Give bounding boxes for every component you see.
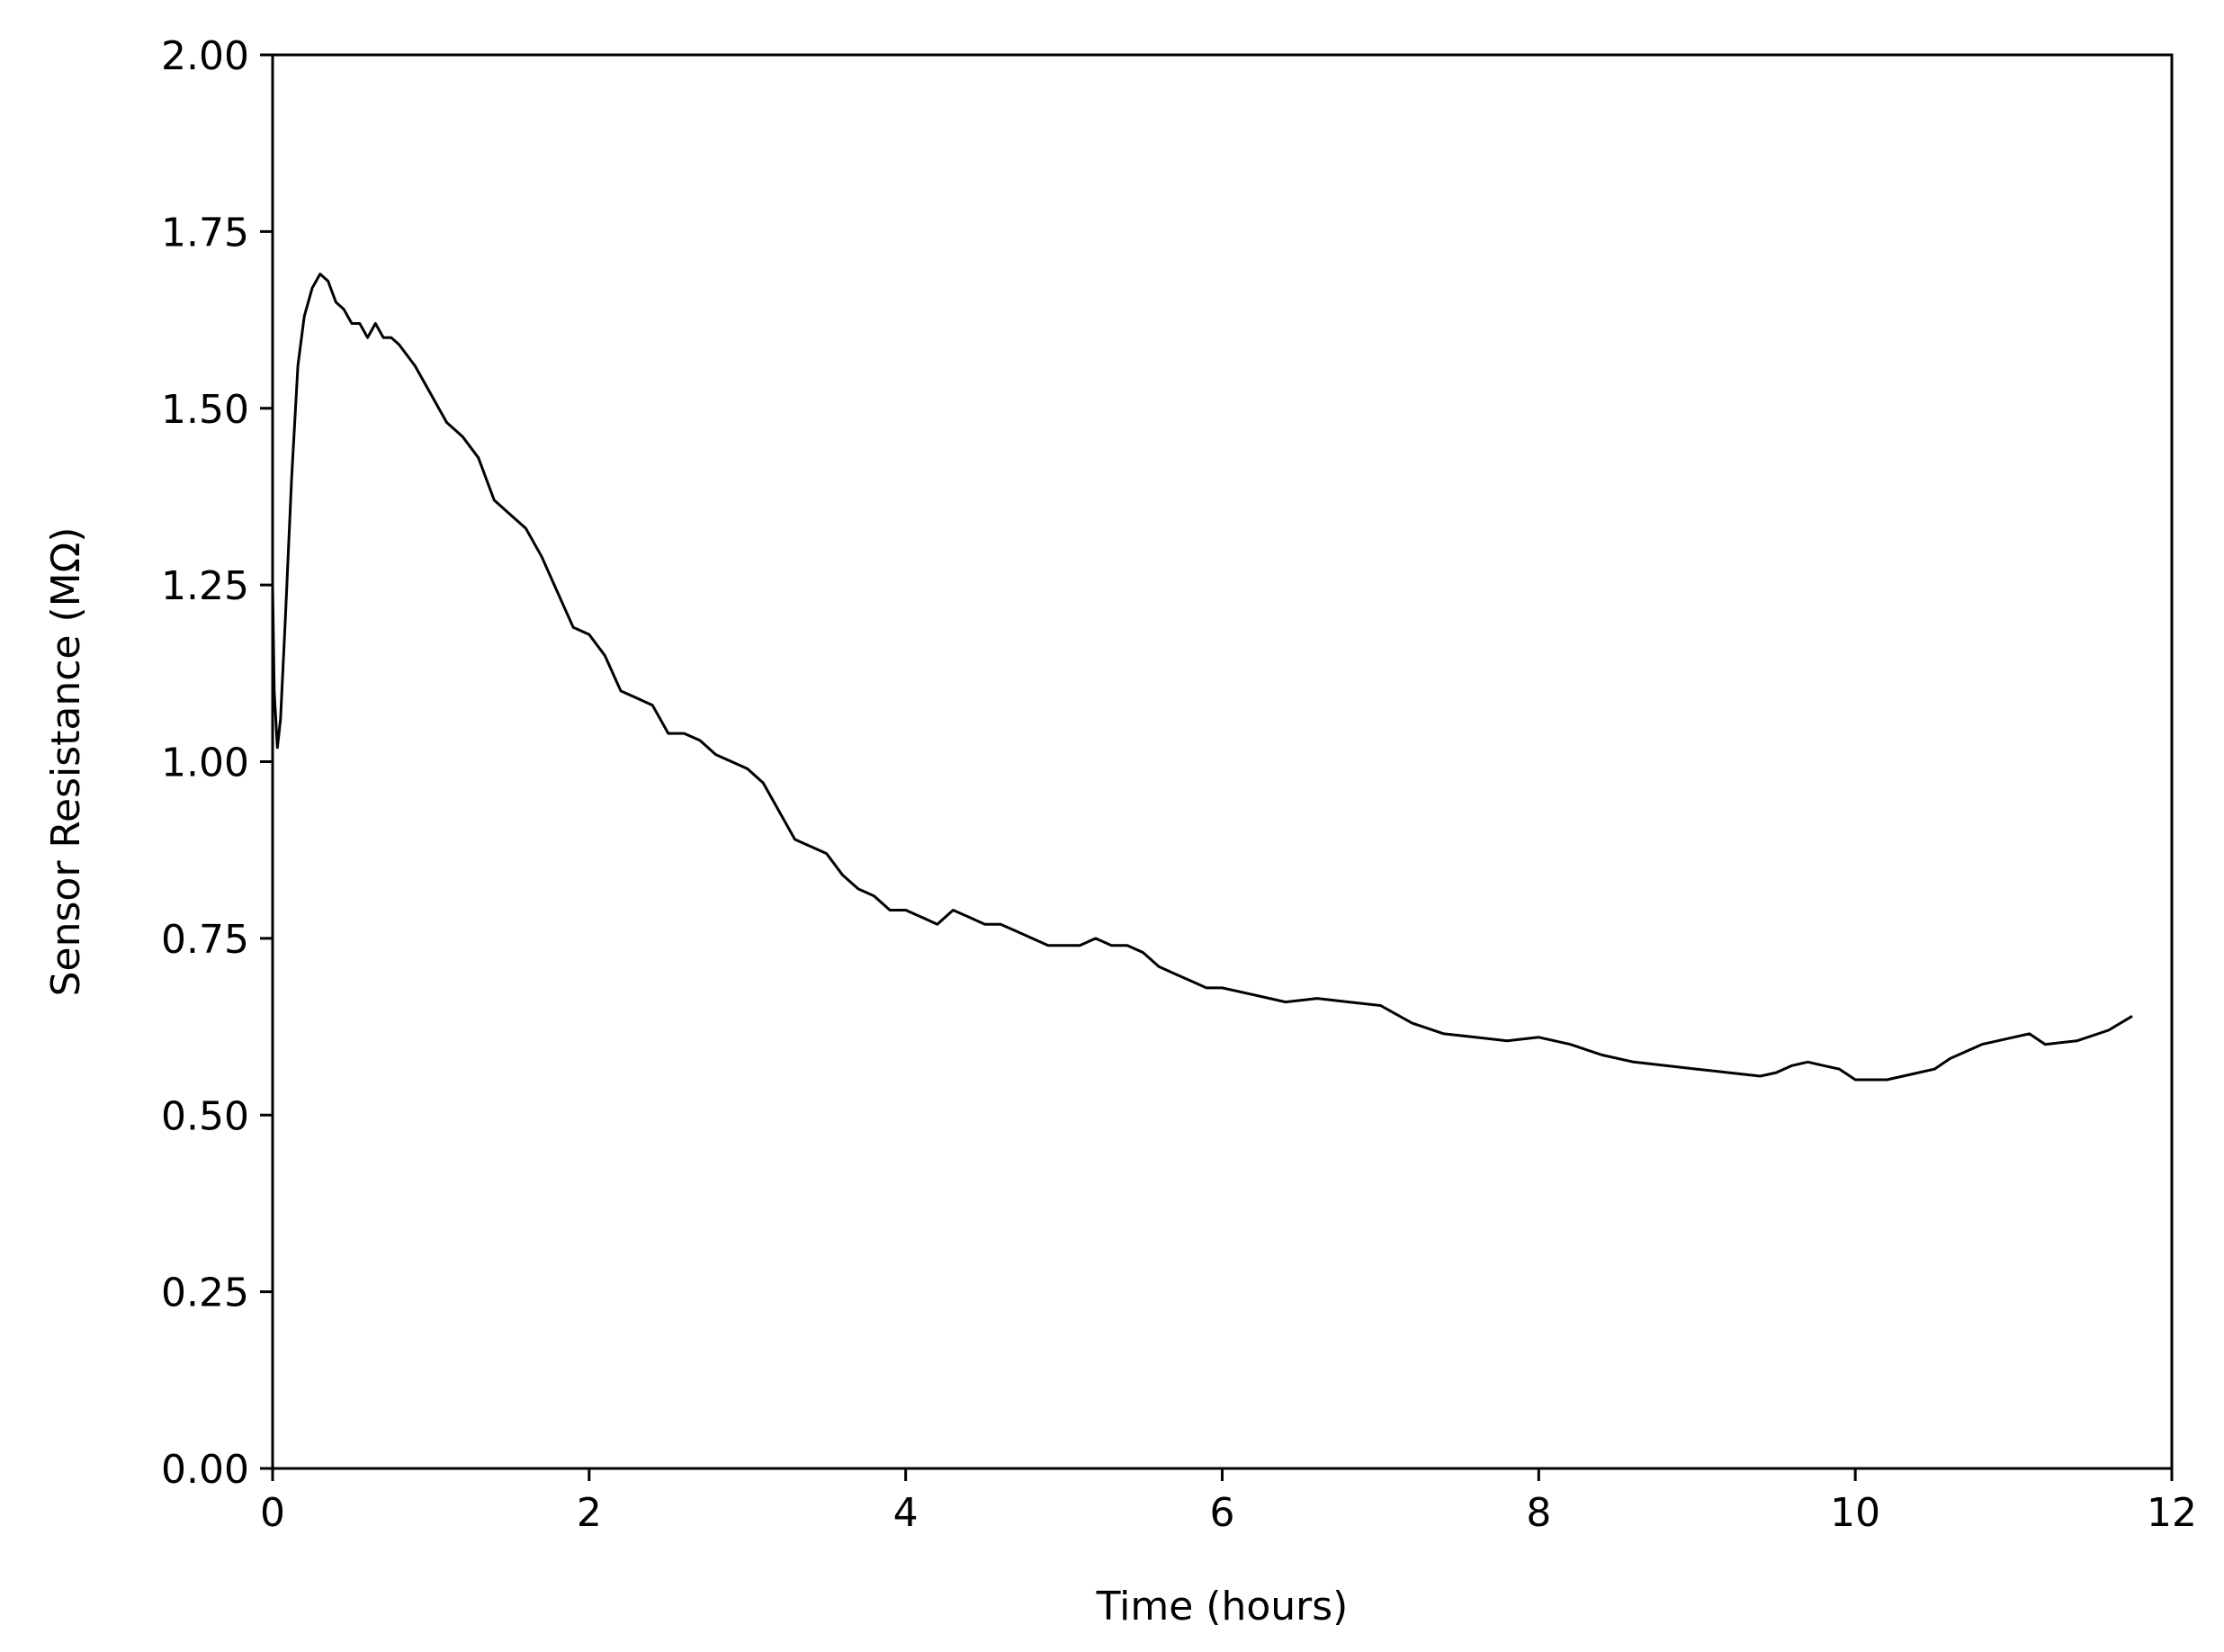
x-axis-ticks: 0 2 4 6 8 10 12 <box>260 1468 2197 1536</box>
y-tick-label: 1.50 <box>161 387 249 433</box>
y-tick-label: 1.25 <box>161 563 249 609</box>
x-axis-label: Time (hours) <box>1096 1584 1349 1630</box>
y-tick-label: 0.25 <box>161 1270 249 1316</box>
y-tick-label: 0.75 <box>161 917 249 963</box>
series-line-1 <box>271 273 2133 1082</box>
x-tick-label: 0 <box>260 1490 285 1536</box>
y-tick-label: 2.00 <box>161 33 249 79</box>
x-tick-label: 12 <box>2147 1490 2197 1536</box>
y-tick-label: 0.50 <box>161 1093 249 1139</box>
x-tick-label: 10 <box>1830 1490 1880 1536</box>
y-tick-label: 1.75 <box>161 210 249 256</box>
x-tick-label: 8 <box>1526 1490 1551 1536</box>
x-tick-label: 6 <box>1210 1490 1235 1536</box>
y-tick-label: 1.00 <box>161 741 249 786</box>
x-tick-label: 2 <box>577 1490 602 1536</box>
y-axis-label: Sensor Resistance (MΩ) <box>43 527 89 997</box>
y-axis-ticks: 0.00 0.25 0.50 0.75 1.00 1.25 1.50 1.75 2.00 <box>161 33 273 1493</box>
x-tick-label: 4 <box>893 1490 919 1536</box>
y-tick-label: 0.00 <box>161 1447 249 1493</box>
